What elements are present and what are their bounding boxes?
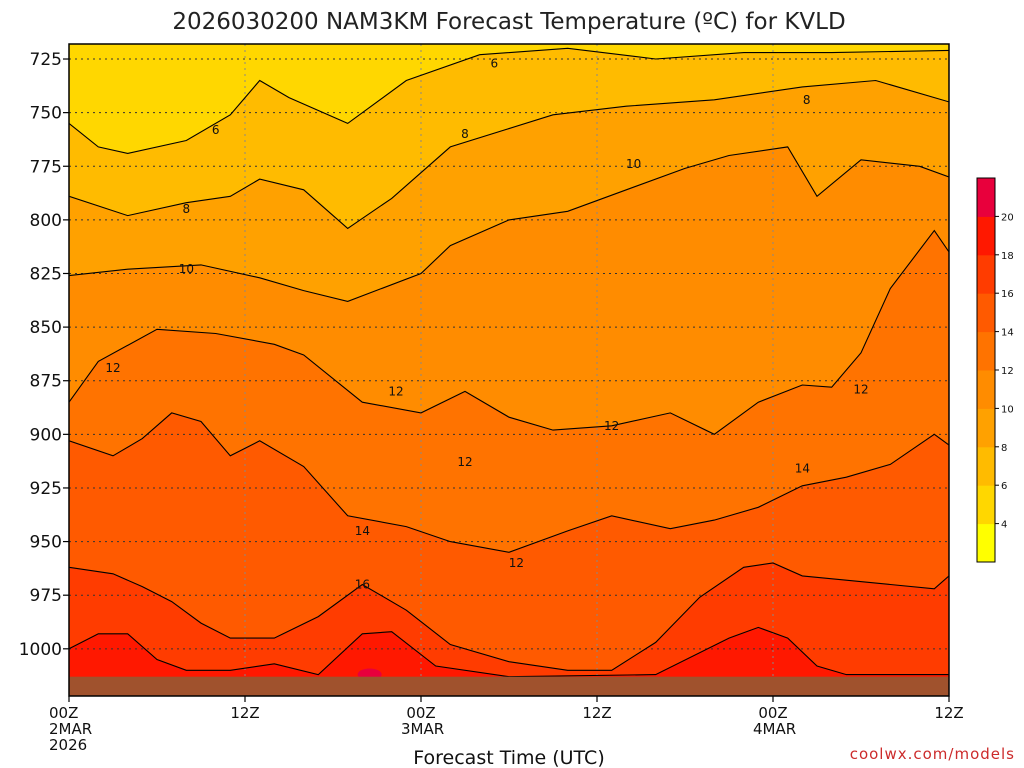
- credit-text: coolwx.com/models: [850, 745, 1015, 763]
- contour-label-8: 8: [461, 127, 469, 141]
- isotherm-14: [69, 412, 949, 553]
- x-tick-label-48: 00Z 4MAR: [753, 704, 796, 738]
- x-tick-label-36: 12Z: [582, 704, 611, 722]
- colorbar-swatch-3: [977, 408, 995, 448]
- y-tick-label-725: 725: [30, 50, 62, 70]
- y-tick-label-875: 875: [30, 372, 62, 392]
- colorbar-swatch-1: [977, 485, 995, 525]
- x-tick-label-12: 12Z: [230, 704, 259, 722]
- colorbar-swatch-5: [977, 331, 995, 371]
- colorbar-tick-label-18: 18: [1001, 251, 1014, 262]
- y-tick-label-775: 775: [30, 157, 62, 177]
- contour-label-10: 10: [626, 157, 641, 171]
- x-tick-label-24: 00Z 3MAR: [401, 704, 444, 738]
- plot-frame: [68, 43, 950, 697]
- ground-surface: [69, 676, 949, 696]
- x-axis-label: Forecast Time (UTC): [413, 747, 604, 768]
- colorbar-tick-label-8: 8: [1001, 443, 1007, 454]
- isotherm-6: [69, 47, 949, 154]
- contour-label-14: 14: [355, 524, 370, 538]
- contour-label-12: 12: [105, 361, 120, 375]
- contour-label-12: 12: [604, 419, 619, 433]
- colorbar-swatch-0: [977, 523, 995, 563]
- x-tick-label-60: 12Z: [934, 704, 963, 722]
- colorbar-tick-label-16: 16: [1001, 289, 1014, 300]
- contour-label-6: 6: [212, 123, 220, 137]
- isotherm-16: [69, 562, 949, 671]
- contour-label-8: 8: [183, 202, 191, 216]
- contour-label-12: 12: [853, 382, 868, 396]
- x-tick-label-0: 00Z 2MAR 2026: [49, 704, 92, 754]
- contour-label-12: 12: [388, 384, 403, 398]
- isotherm-8: [69, 79, 949, 230]
- colorbar-tick-label-14: 14: [1001, 328, 1014, 339]
- contour-label-12: 12: [509, 556, 524, 570]
- y-tick-label-900: 900: [30, 425, 62, 445]
- y-tick-label-750: 750: [30, 104, 62, 124]
- y-tick-label-800: 800: [30, 211, 62, 231]
- y-tick-label-850: 850: [30, 318, 62, 338]
- y-tick-label-825: 825: [30, 264, 62, 284]
- colorbar-swatch-2: [977, 446, 995, 486]
- y-tick-label-925: 925: [30, 479, 62, 499]
- contour-label-12: 12: [457, 455, 472, 469]
- colorbar-swatch-9: [977, 178, 995, 217]
- contour-label-14: 14: [795, 462, 810, 476]
- y-tick-label-975: 975: [30, 586, 62, 606]
- contour-label-6: 6: [491, 56, 499, 70]
- y-tick-label-950: 950: [30, 533, 62, 553]
- contour-label-8: 8: [803, 93, 811, 107]
- chart-title: 2026030200 NAM3KM Forecast Temperature (…: [172, 9, 845, 35]
- isotherm-12: [69, 229, 949, 435]
- isotherm-18: [69, 626, 949, 678]
- contour-label-16: 16: [355, 577, 370, 591]
- colorbar-tick-label-20: 20: [1001, 212, 1014, 223]
- colorbar-swatch-7: [977, 254, 995, 294]
- colorbar-tick-label-6: 6: [1001, 481, 1007, 492]
- colorbar-tick-label-10: 10: [1001, 404, 1014, 415]
- colorbar-swatch-6: [977, 293, 995, 333]
- isotherm-10: [69, 146, 949, 302]
- contour-label-10: 10: [179, 262, 194, 276]
- y-tick-label-1000: 1000: [19, 640, 62, 660]
- colorbar-swatch-4: [977, 370, 995, 409]
- colorbar-swatch-8: [977, 216, 995, 256]
- colorbar-tick-label-4: 4: [1001, 520, 1007, 531]
- colorbar-tick-label-12: 12: [1001, 366, 1014, 377]
